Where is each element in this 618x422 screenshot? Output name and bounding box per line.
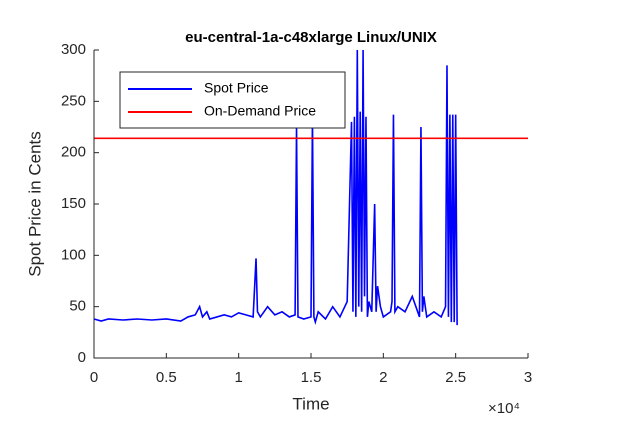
y-tick-label: 250 — [61, 92, 86, 109]
x-exponent-label: ×10⁴ — [488, 400, 520, 417]
x-tick-label: 0 — [90, 369, 98, 386]
x-tick-label: 3 — [524, 369, 532, 386]
y-tick-label: 200 — [61, 144, 86, 161]
legend-label: Spot Price — [204, 80, 269, 96]
y-axis-title: Spot Price in Cents — [25, 131, 44, 277]
series-line — [93, 49, 458, 326]
legend-box — [119, 71, 346, 129]
y-tick-label: 100 — [61, 246, 86, 263]
legend-label: On-Demand Price — [204, 103, 316, 119]
x-tick-label: 2 — [379, 369, 387, 386]
chart-title: eu-central-1a-c48xlarge Linux/UNIX — [185, 29, 437, 46]
y-tick-label: 0 — [78, 349, 86, 366]
x-tick-label: 1 — [234, 369, 242, 386]
x-tick-label: 2.5 — [445, 369, 466, 386]
x-tick-label: 1.5 — [301, 369, 322, 386]
y-tick-label: 150 — [61, 195, 86, 212]
x-axis-title: Time — [292, 394, 329, 413]
y-tick-label: 300 — [61, 41, 86, 58]
x-tick-label: 0.5 — [156, 369, 177, 386]
axes-frame — [93, 50, 528, 359]
y-tick-label: 50 — [69, 298, 86, 315]
